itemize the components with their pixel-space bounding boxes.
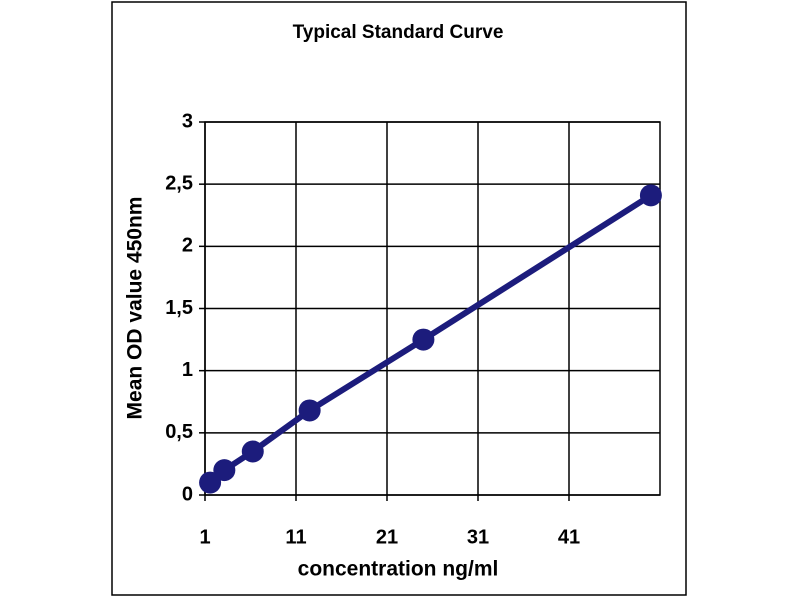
x-tick-label: 11 [285, 526, 306, 548]
x-axis-label: concentration ng/ml [298, 558, 499, 581]
x-tick-label: 1 [199, 526, 210, 548]
y-axis-label: Mean OD value 450nm [124, 197, 147, 420]
x-tick-label: 41 [558, 526, 580, 548]
x-tick-label: 21 [376, 526, 398, 548]
y-tick-label: 1,5 [165, 297, 193, 319]
data-point [298, 399, 321, 422]
data-point [241, 440, 264, 463]
y-tick-label: 1 [182, 359, 193, 381]
data-point [213, 459, 236, 482]
y-tick-label: 2,5 [165, 172, 193, 194]
y-tick-label: 0,5 [165, 421, 193, 443]
plot-border [204, 121, 661, 496]
y-tick-label: 0 [182, 483, 193, 505]
x-tick-label: 31 [467, 526, 489, 548]
data-point [639, 184, 662, 207]
frame [111, 1, 687, 596]
chart-title: Typical Standard Curve [293, 22, 504, 43]
data-point [199, 471, 222, 494]
y-tick-label: 3 [182, 110, 193, 132]
data-point [412, 328, 435, 351]
y-tick-label: 2 [182, 235, 193, 257]
